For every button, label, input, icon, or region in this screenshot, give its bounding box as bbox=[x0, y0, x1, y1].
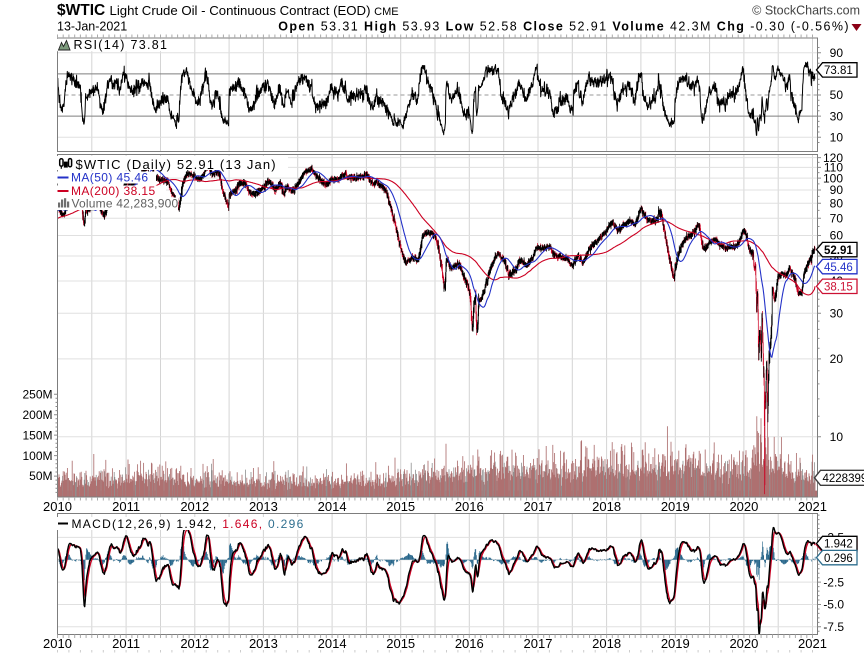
svg-text:MA(200) 38.15: MA(200) 38.15 bbox=[71, 184, 156, 198]
svg-text:2010: 2010 bbox=[43, 499, 72, 514]
svg-text:2016: 2016 bbox=[455, 499, 484, 514]
svg-text:2011: 2011 bbox=[112, 499, 140, 514]
svg-text:0.296: 0.296 bbox=[824, 553, 853, 565]
svg-text:200M: 200M bbox=[22, 408, 52, 422]
svg-text:MA(50) 45.46: MA(50) 45.46 bbox=[71, 171, 149, 185]
svg-text:20: 20 bbox=[830, 352, 844, 366]
svg-text:10: 10 bbox=[830, 130, 844, 144]
svg-text:100M: 100M bbox=[22, 449, 52, 463]
svg-text:150M: 150M bbox=[22, 428, 52, 442]
svg-text:38.15: 38.15 bbox=[824, 282, 853, 294]
svg-text:100: 100 bbox=[823, 171, 843, 185]
svg-text:2019: 2019 bbox=[661, 499, 690, 514]
svg-text:73.81: 73.81 bbox=[824, 65, 853, 77]
svg-text:2018: 2018 bbox=[592, 499, 621, 514]
svg-text:13-Jan-2021: 13-Jan-2021 bbox=[57, 20, 127, 34]
svg-text:2017: 2017 bbox=[524, 499, 553, 514]
svg-text:2020: 2020 bbox=[729, 636, 758, 651]
svg-text:1.942: 1.942 bbox=[824, 539, 853, 551]
svg-text:2016: 2016 bbox=[455, 636, 484, 651]
svg-text:2013: 2013 bbox=[249, 499, 278, 514]
svg-text:Volume 42,283,900: Volume 42,283,900 bbox=[72, 197, 179, 211]
svg-text:120: 120 bbox=[823, 151, 843, 165]
svg-text:2010: 2010 bbox=[43, 636, 72, 651]
svg-text:50M: 50M bbox=[29, 469, 52, 483]
svg-text:RSI(14) 73.81: RSI(14) 73.81 bbox=[74, 38, 169, 52]
svg-text:70: 70 bbox=[830, 211, 844, 225]
svg-text:2013: 2013 bbox=[249, 636, 278, 651]
svg-text:2014: 2014 bbox=[318, 636, 347, 651]
svg-text:2012: 2012 bbox=[180, 499, 209, 514]
svg-text:52.91: 52.91 bbox=[824, 245, 853, 257]
svg-text:60: 60 bbox=[830, 229, 844, 243]
svg-text:2019: 2019 bbox=[661, 636, 690, 651]
svg-text:$WTIC (Daily) 52.91 (13 Jan): $WTIC (Daily) 52.91 (13 Jan) bbox=[76, 157, 277, 172]
svg-text:© StockCharts.com: © StockCharts.com bbox=[752, 4, 860, 18]
svg-text:50: 50 bbox=[830, 88, 844, 102]
svg-text:2011: 2011 bbox=[112, 636, 140, 651]
svg-text:30: 30 bbox=[830, 307, 844, 321]
svg-text:45.46: 45.46 bbox=[824, 262, 853, 274]
svg-text:2012: 2012 bbox=[180, 636, 209, 651]
svg-text:-5.0: -5.0 bbox=[823, 598, 844, 612]
svg-text:90: 90 bbox=[830, 183, 844, 197]
svg-text:2021: 2021 bbox=[798, 636, 827, 651]
svg-text:MACD(12,26,9) 1.942, 1.646, 0.: MACD(12,26,9) 1.942, 1.646, 0.296 bbox=[72, 517, 305, 531]
svg-text:80: 80 bbox=[830, 196, 844, 210]
svg-text:Open 53.31 High 53.93 Low 52.5: Open 53.31 High 53.93 Low 52.58 Close 52… bbox=[278, 20, 850, 34]
svg-text:2015: 2015 bbox=[386, 499, 415, 514]
svg-text:4228399: 4228399 bbox=[823, 473, 864, 485]
svg-text:250M: 250M bbox=[22, 387, 52, 401]
svg-text:2015: 2015 bbox=[386, 636, 415, 651]
svg-text:2017: 2017 bbox=[524, 636, 553, 651]
svg-text:2018: 2018 bbox=[592, 636, 621, 651]
svg-text:-2.5: -2.5 bbox=[823, 575, 844, 589]
svg-text:2021: 2021 bbox=[798, 499, 827, 514]
svg-text:90: 90 bbox=[830, 46, 844, 60]
svg-text:2014: 2014 bbox=[318, 499, 347, 514]
svg-text:2020: 2020 bbox=[729, 499, 758, 514]
svg-text:-7.5: -7.5 bbox=[823, 620, 844, 634]
svg-text:110: 110 bbox=[824, 161, 843, 175]
svg-text:30: 30 bbox=[830, 109, 844, 123]
svg-text:$WTIC Light Crude Oil - Contin: $WTIC Light Crude Oil - Continuous Contr… bbox=[57, 2, 399, 19]
svg-text:10: 10 bbox=[830, 430, 844, 444]
